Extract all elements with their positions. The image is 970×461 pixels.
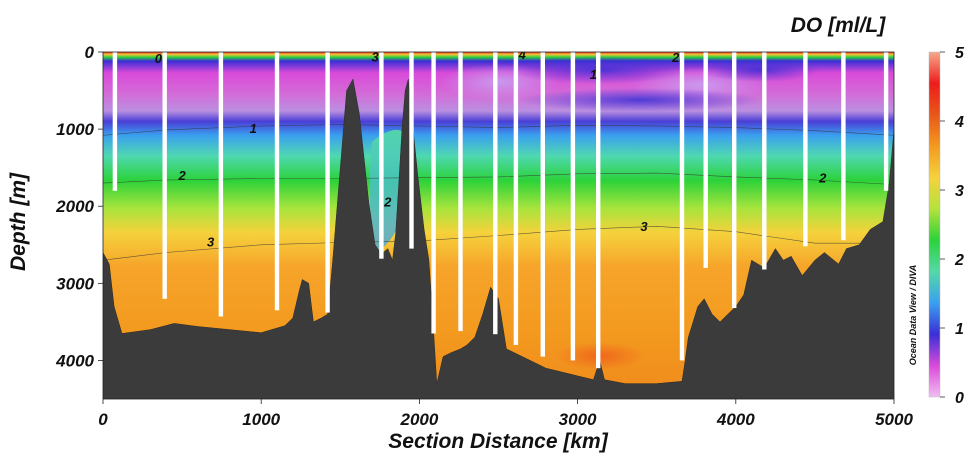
station-casts [112,52,889,369]
x-tick-label: 0 [98,410,108,429]
contour-label: 1 [590,67,597,82]
contour-label: 2 [818,171,827,186]
colorbar-tick-label: 0 [955,390,964,407]
station-cast [679,52,685,361]
station-cast [596,52,601,369]
y-tick-label: 2000 [55,197,94,216]
x-tick-label: 2000 [399,410,438,429]
y-tick-label: 0 [85,43,95,62]
x-tick-label: 5000 [875,410,913,429]
contour-label: 2 [383,194,392,209]
station-cast [325,52,330,313]
station-cast [431,52,436,334]
contour-label: 2 [671,50,680,65]
colorbar [928,51,941,398]
low-do-patch [700,58,820,82]
station-cast [493,52,498,335]
y-axis-title: Depth [m] [7,172,30,271]
contour-label: 3 [207,235,215,250]
contour-line-2 [103,172,894,185]
colorbar-tick-label: 4 [954,114,964,131]
station-cast [570,52,576,361]
contour-label: 1 [250,121,257,136]
colorbar-ticks: 0 1 2 3 4 5 [940,45,965,407]
colorbar-tick-label: 2 [954,252,964,269]
colorbar-tick-label: 3 [955,183,964,200]
station-cast [883,52,889,191]
station-cast [218,52,224,317]
x-tick-label: 1000 [242,410,280,429]
credit-text: Ocean Data View / DIVA [908,265,918,366]
station-cast [540,52,545,357]
plot-area: 0 3 4 2 1 1 2 2 2 3 3 [103,47,894,399]
contour-label: 0 [155,51,163,66]
station-cast [841,52,846,241]
contour-label: 3 [640,219,648,234]
x-axis-title: Section Distance [km] [388,430,608,453]
station-cast [513,52,519,345]
station-cast [762,52,767,270]
y-tick-label: 1000 [56,120,94,139]
station-cast [732,52,737,308]
x-tick-label: 4000 [716,410,755,429]
y-tick-label: 3000 [56,274,94,293]
colorbar-tick-label: 1 [955,321,964,338]
y-tick-label: 4000 [55,351,94,370]
contour-label: 3 [371,49,379,64]
station-cast [409,52,414,249]
x-axis-ticks: 0 1000 2000 3000 4000 5000 [98,399,913,429]
station-cast [379,52,384,259]
y-axis-ticks: 0 1000 2000 3000 4000 [55,43,103,370]
seafloor-bathymetry [103,78,894,399]
low-do-patch [520,88,760,112]
contour-label: 4 [518,47,527,62]
contour-label: 2 [177,168,186,183]
colorbar-tick-label: 5 [955,45,965,62]
station-cast [112,52,118,191]
station-cast [458,52,463,332]
station-cast [162,52,167,299]
station-cast [803,52,808,247]
station-cast [703,52,708,268]
station-cast [274,52,280,311]
contour-labels: 0 3 4 2 1 1 2 2 2 3 3 [155,47,827,250]
x-tick-label: 3000 [559,410,597,429]
plot-frame [102,51,895,400]
colorbar-title: DO [ml/L] [791,14,886,37]
